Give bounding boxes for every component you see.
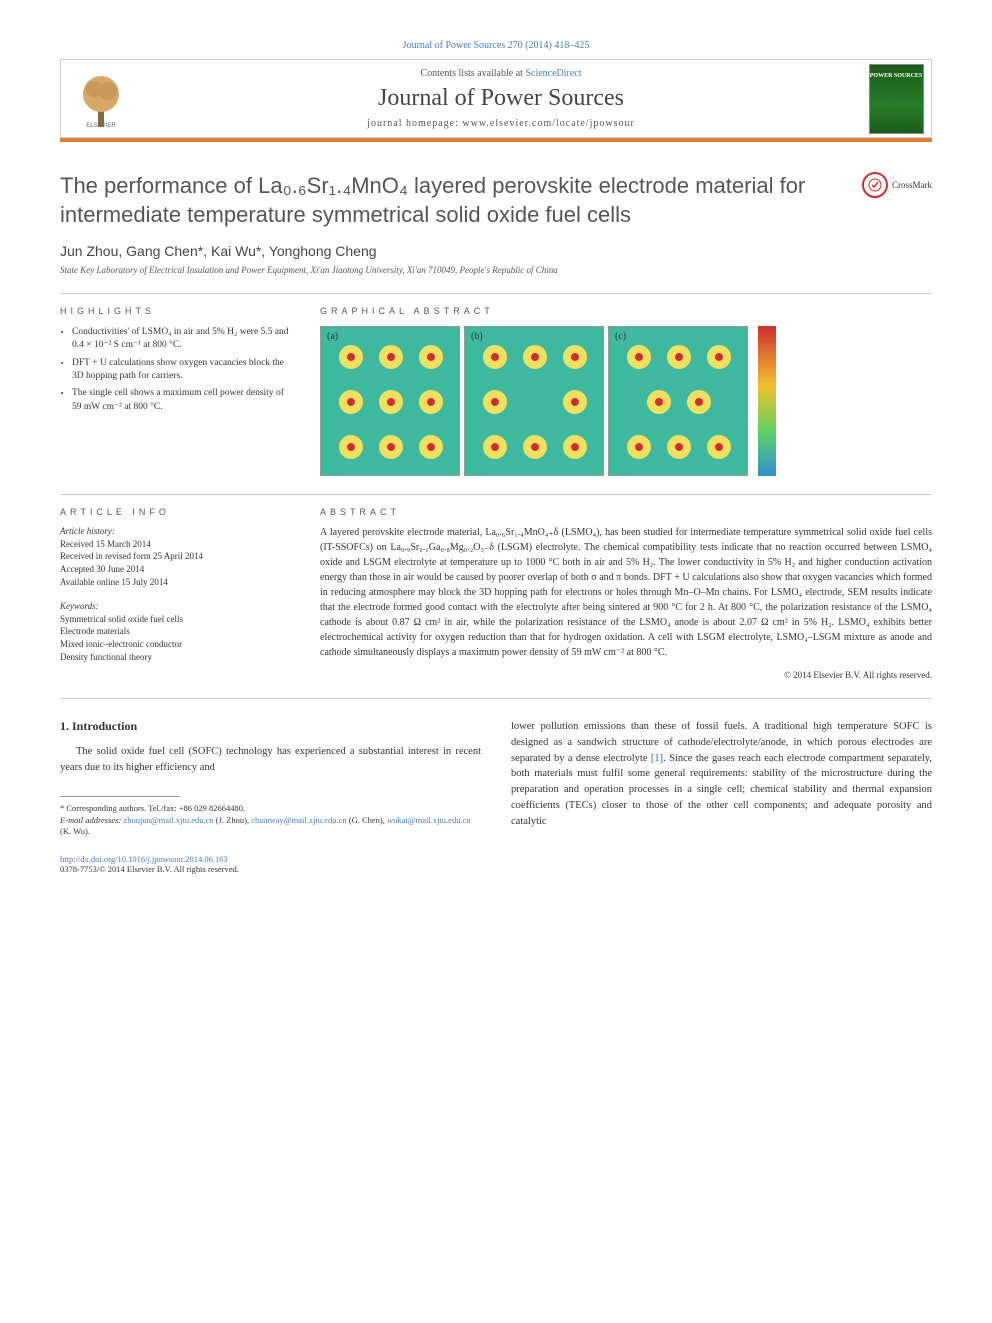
doi-link[interactable]: http://dx.doi.org/10.1016/j.jpowsour.201… (60, 854, 481, 864)
ga-colorbar (758, 326, 776, 476)
ga-panel-b: (b) (464, 326, 604, 476)
footnote-separator (60, 796, 180, 797)
journal-header: ELSEVIER Contents lists available at Sci… (60, 59, 932, 138)
highlights-list: Conductivities' of LSMO₄ in air and 5% H… (72, 326, 290, 414)
affiliation: State Key Laboratory of Electrical Insul… (60, 265, 932, 275)
publisher-logo: ELSEVIER (61, 60, 141, 137)
authors-list: Jun Zhou, Gang Chen*, Kai Wu*, Yonghong … (60, 243, 932, 259)
section-divider (60, 698, 932, 699)
svg-text:ELSEVIER: ELSEVIER (86, 123, 116, 129)
graphical-abstract-label: GRAPHICAL ABSTRACT (320, 306, 932, 316)
crossmark-badge[interactable]: CrossMark (862, 172, 932, 198)
highlight-item: The single cell shows a maximum cell pow… (72, 387, 290, 414)
journal-homepage: journal homepage: www.elsevier.com/locat… (141, 118, 861, 129)
keywords-block: Keywords: Symmetrical solid oxide fuel c… (60, 600, 290, 663)
email-link[interactable]: wukai@mail.xjtu.edu.cn (387, 815, 471, 825)
doi-block: http://dx.doi.org/10.1016/j.jpowsour.201… (60, 854, 481, 874)
abstract-text: A layered perovskite electrode material,… (320, 525, 932, 660)
graphical-abstract: (a) (b) (320, 326, 932, 476)
highlights-label: HIGHLIGHTS (60, 306, 290, 316)
highlight-item: DFT + U calculations show oxygen vacanci… (72, 357, 290, 384)
elsevier-tree-icon: ELSEVIER (76, 69, 126, 129)
section-divider (60, 494, 932, 495)
introduction-paragraph-left: The solid oxide fuel cell (SOFC) technol… (60, 744, 481, 776)
highlight-item: Conductivities' of LSMO₄ in air and 5% H… (72, 326, 290, 353)
article-title: The performance of La₀.₆Sr₁.₄MnO₄ layere… (60, 172, 842, 229)
citation-line: Journal of Power Sources 270 (2014) 418–… (60, 40, 932, 51)
journal-cover-thumbnail: POWER SOURCES (861, 60, 931, 137)
abstract-label: ABSTRACT (320, 507, 932, 517)
journal-name: Journal of Power Sources (141, 85, 861, 112)
article-info-label: ARTICLE INFO (60, 507, 290, 517)
reference-link[interactable]: [1] (651, 753, 663, 764)
header-accent-bar (60, 138, 932, 142)
ga-panel-a: (a) (320, 326, 460, 476)
article-history: Article history: Received 15 March 2014 … (60, 525, 290, 588)
crossmark-icon (862, 172, 888, 198)
ga-panel-c: (c) (608, 326, 748, 476)
homepage-url[interactable]: www.elsevier.com/locate/jpowsour (462, 118, 634, 129)
sciencedirect-link[interactable]: ScienceDirect (525, 68, 581, 79)
contents-available-text: Contents lists available at ScienceDirec… (141, 68, 861, 79)
email-link[interactable]: zhoujun@mail.xjtu.edu.cn (123, 815, 213, 825)
email-link[interactable]: chainway@mail.xjtu.edu.cn (251, 815, 346, 825)
copyright-line: © 2014 Elsevier B.V. All rights reserved… (320, 670, 932, 680)
section-divider (60, 293, 932, 294)
introduction-paragraph-right: lower pollution emissions than these of … (511, 719, 932, 829)
corresponding-author-footnote: * Corresponding authors. Tel./fax: +86 0… (60, 803, 481, 839)
introduction-heading: 1. Introduction (60, 719, 481, 734)
